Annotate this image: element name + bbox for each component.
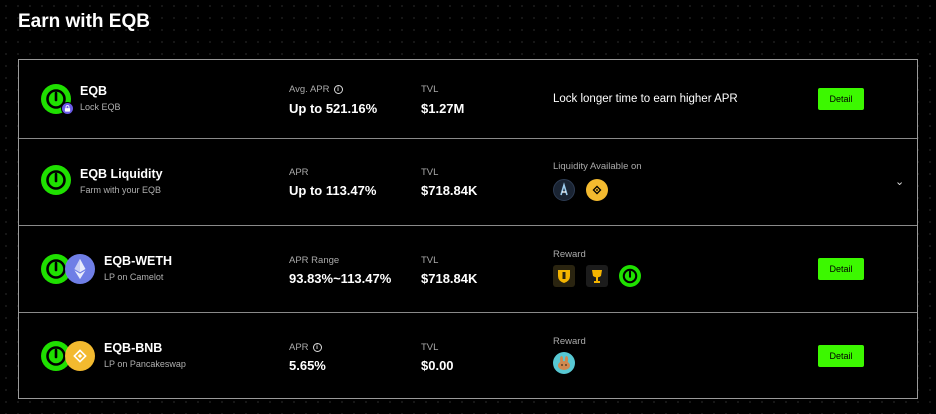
pool-subtitle: LP on Camelot (104, 272, 164, 282)
tvl-label: TVL (421, 255, 439, 266)
chevron-down-icon[interactable]: ⌄ (895, 176, 905, 188)
earn-pools-panel: EQB Lock EQB Avg. APR i Up to 521.16% TV… (18, 59, 918, 399)
bnb-icon (65, 341, 95, 371)
bnb-chain-icon[interactable] (586, 179, 608, 201)
camelot-xgrail-icon[interactable] (586, 265, 608, 287)
pool-name: EQB-BNB (104, 341, 163, 355)
pool-row-eqb-bnb: EQB-BNB LP on Pancakeswap APR i 5.65% TV… (19, 312, 917, 399)
detail-button[interactable]: Detail (818, 345, 864, 367)
pool-name: EQB-WETH (104, 254, 173, 268)
apr-label: Avg. APR i (289, 84, 343, 95)
eqb-icon (41, 341, 71, 371)
apr-value: 5.65% (289, 358, 326, 373)
tvl-label: TVL (421, 167, 439, 178)
pool-row-eqb-weth: EQB-WETH LP on Camelot APR Range 93.83%~… (19, 225, 917, 312)
eqb-icon (41, 84, 71, 114)
apr-label: APR (289, 167, 309, 178)
liquidity-available-label: Liquidity Available on (553, 161, 642, 172)
page-title: Earn with EQB (18, 11, 150, 32)
pool-row-eqb: EQB Lock EQB Avg. APR i Up to 521.16% TV… (19, 60, 917, 138)
weth-icon (65, 254, 95, 284)
pool-name: EQB Liquidity (80, 167, 163, 181)
tvl-label: TVL (421, 342, 439, 353)
reward-label: Reward (553, 249, 586, 260)
pancakeswap-cake-icon[interactable] (553, 352, 575, 374)
promo-text: Lock longer time to earn higher APR (553, 93, 738, 105)
apr-value: Up to 521.16% (289, 101, 378, 116)
apr-value: Up to 113.47% (289, 183, 377, 198)
detail-button[interactable]: Detail (818, 88, 864, 110)
pool-subtitle: LP on Pancakeswap (104, 359, 186, 369)
pool-name: EQB (80, 84, 108, 98)
apr-value: 93.83%~113.47% (289, 271, 392, 286)
reward-label: Reward (553, 336, 586, 347)
tvl-value: $718.84K (421, 183, 478, 198)
tvl-value: $1.27M (421, 101, 465, 116)
detail-button[interactable]: Detail (818, 258, 864, 280)
camelot-grail-icon[interactable] (553, 265, 575, 287)
pool-subtitle: Lock EQB (80, 102, 121, 112)
apr-label: APR i (289, 342, 322, 353)
arbitrum-icon[interactable] (553, 179, 575, 201)
eqb-icon[interactable] (619, 265, 641, 287)
lock-icon (61, 102, 74, 115)
pool-row-eqb-liquidity: EQB Liquidity Farm with your EQB APR Up … (19, 138, 917, 225)
tvl-value: $718.84K (421, 271, 478, 286)
info-icon[interactable]: i (333, 85, 343, 94)
info-icon[interactable]: i (312, 343, 322, 352)
tvl-value: $0.00 (421, 358, 454, 373)
tvl-label: TVL (421, 84, 439, 95)
eqb-icon (41, 165, 71, 195)
pool-subtitle: Farm with your EQB (80, 185, 162, 195)
apr-label: APR Range (289, 255, 340, 266)
